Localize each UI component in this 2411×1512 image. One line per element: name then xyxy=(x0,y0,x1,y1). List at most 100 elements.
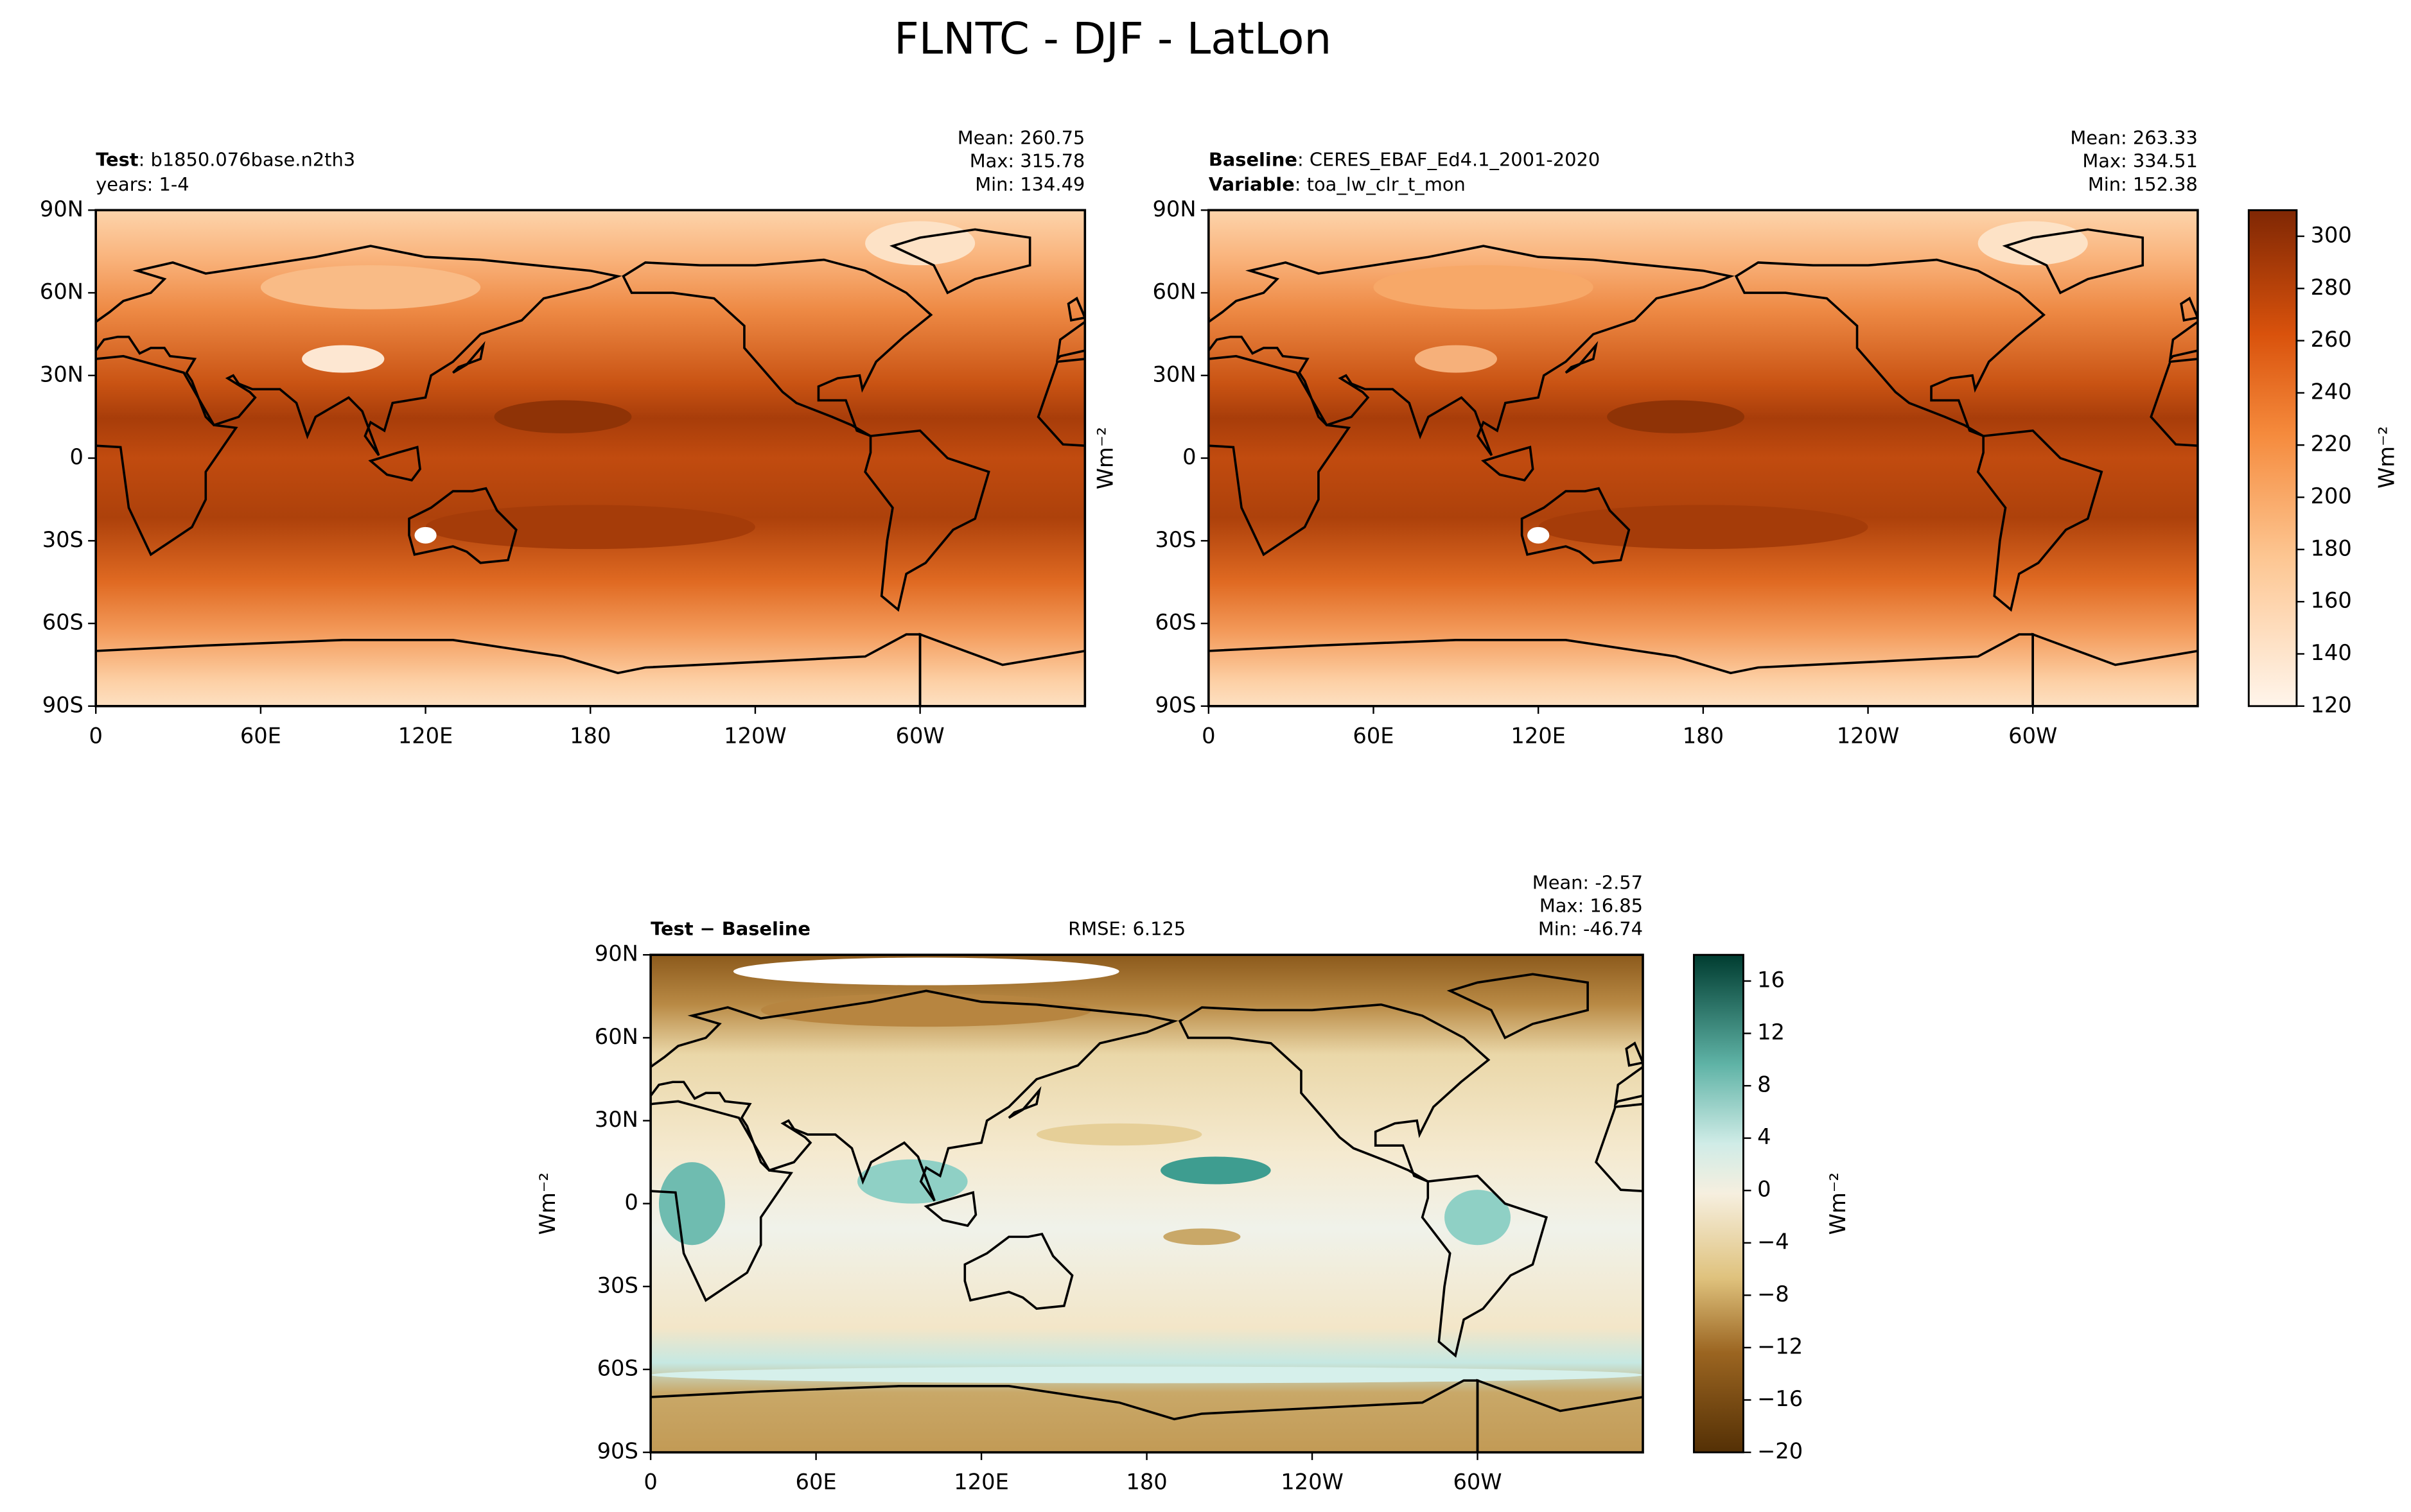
lon-tick-label: 0 xyxy=(89,723,102,748)
greenland xyxy=(1977,221,2088,266)
diff-positive xyxy=(658,1162,725,1246)
colorbar-tick-label: −20 xyxy=(1757,1439,1803,1464)
rmse: RMSE: 6.125 xyxy=(1068,918,1186,940)
colorbar-tick-label: 300 xyxy=(2311,222,2352,247)
colorbar-tick-label: 160 xyxy=(2311,588,2352,613)
lon-tick-label: 0 xyxy=(1202,723,1215,748)
lat-tick-label: 60S xyxy=(1155,610,1196,635)
lon-tick-label: 180 xyxy=(1126,1470,1167,1495)
lat-tick-label: 30N xyxy=(595,1107,638,1132)
coastline xyxy=(1918,1192,1968,1226)
colorbar-tick-label: 0 xyxy=(1757,1177,1771,1202)
coastline xyxy=(1480,446,1534,482)
stat: Max: 315.78 xyxy=(970,150,1085,172)
figure-title: FLNTC - DJF - LatLon xyxy=(894,13,1331,64)
colorbar-tick-label: 200 xyxy=(2311,483,2352,508)
coastline xyxy=(1976,429,2103,612)
colorbar xyxy=(2247,209,2298,708)
coastline xyxy=(622,258,933,437)
stat: Max: 334.51 xyxy=(2082,150,2198,172)
coastline xyxy=(889,228,1031,295)
lat-tick-label: 60N xyxy=(40,279,83,304)
stat: Max: 16.85 xyxy=(1539,895,1643,917)
diff-positive xyxy=(1161,1156,1271,1185)
coastline xyxy=(0,229,41,293)
colorbar-tick-label: 4 xyxy=(1757,1124,1771,1149)
lon-tick-label: 120E xyxy=(398,723,453,748)
y-axis-label: Wm⁻² xyxy=(535,1172,560,1235)
tibet xyxy=(302,345,385,373)
coastline xyxy=(651,1100,794,1302)
coastline xyxy=(1008,1086,1042,1119)
colorbar xyxy=(1692,953,1744,1454)
coastline xyxy=(2002,228,2144,295)
lat-tick-label: 90S xyxy=(597,1439,638,1464)
warm-pool xyxy=(1607,400,1745,433)
map-field xyxy=(1208,210,2198,706)
tibet xyxy=(1414,345,1498,373)
lon-tick-label: 60E xyxy=(1353,723,1394,748)
coastline xyxy=(1208,354,1351,557)
coastline xyxy=(1565,341,1599,374)
coastline xyxy=(452,341,486,374)
stat: Mean: 263.33 xyxy=(2070,127,2198,149)
coastline xyxy=(408,487,518,564)
panel-label: Test: b1850.076base.n2th3 xyxy=(96,148,355,170)
siberia xyxy=(1373,265,1593,309)
lat-tick-label: 90N xyxy=(595,941,638,966)
lat-tick-label: 0 xyxy=(1182,444,1196,469)
lon-tick-label: 0 xyxy=(644,1470,657,1495)
lat-tick-label: 60S xyxy=(42,610,83,635)
diff-negative xyxy=(1163,1228,1241,1246)
map-field xyxy=(188,955,2031,1453)
map-field xyxy=(0,210,1085,706)
coastline xyxy=(458,974,595,1038)
colorbar-tick-label: 8 xyxy=(1757,1072,1771,1097)
lat-tick-label: 90S xyxy=(1155,692,1196,717)
coastline xyxy=(2001,1090,2031,1118)
coastline xyxy=(1520,487,1631,564)
colorbar-tick-label: −4 xyxy=(1757,1229,1789,1254)
colorbar-label: Wm⁻² xyxy=(1825,1172,1850,1235)
coastline xyxy=(188,1005,496,1182)
panel-label-key: Baseline xyxy=(1209,148,1297,170)
colorbar-tick-label: 240 xyxy=(2311,379,2352,404)
colorbar-tick-label: 260 xyxy=(2311,327,2352,352)
lat-tick-label: 0 xyxy=(624,1190,638,1215)
coastline xyxy=(2180,297,2198,322)
lon-tick-label: 120W xyxy=(1837,723,1900,748)
lat-tick-label: 30N xyxy=(40,361,83,387)
lat-tick-label: 30S xyxy=(1155,527,1196,552)
panel-label: Baseline: CERES_EBAF_Ed4.1_2001-2020 xyxy=(1209,148,1600,170)
lon-tick-label: 60W xyxy=(1453,1470,1502,1495)
stat: Min: 152.38 xyxy=(2088,173,2198,195)
subtropical-band xyxy=(425,505,755,550)
warm-pool xyxy=(494,400,632,433)
lat-tick-label: 90N xyxy=(1153,196,1197,222)
diff-negative xyxy=(1036,1123,1202,1146)
panel-label-text: : CERES_EBAF_Ed4.1_2001-2020 xyxy=(1297,148,1600,170)
colorbar-tick-label: 12 xyxy=(1757,1020,1785,1045)
colorbar-tick-label: −12 xyxy=(1757,1334,1803,1359)
siberia xyxy=(260,265,481,309)
stat: Min: -46.74 xyxy=(1538,918,1643,940)
diff-positive xyxy=(651,1366,1644,1384)
colorbar-tick-label: 280 xyxy=(2311,275,2352,300)
coastline xyxy=(1421,1174,1548,1358)
panel-label: Test − Baseline xyxy=(651,918,811,940)
coastline xyxy=(924,1190,978,1228)
colorbar-label: Wm⁻² xyxy=(2374,426,2399,489)
panel-label-key: Test − Baseline xyxy=(651,918,811,940)
lon-tick-label: 60E xyxy=(796,1470,837,1495)
field-background xyxy=(96,210,1085,706)
panel-label-text: : toa_lw_clr_t_mon xyxy=(1295,173,1466,195)
panel-label-text: years: 1-4 xyxy=(96,173,189,195)
colorbar-tick-label: 16 xyxy=(1757,967,1785,992)
lat-tick-label: 60N xyxy=(595,1024,638,1049)
lat-tick-label: 60S xyxy=(597,1355,638,1380)
colorbar-tick-label: 140 xyxy=(2311,640,2352,665)
coastline xyxy=(368,446,421,482)
lat-tick-label: 30S xyxy=(597,1273,638,1298)
coastline xyxy=(1734,258,2046,437)
coastline xyxy=(1067,297,1085,322)
